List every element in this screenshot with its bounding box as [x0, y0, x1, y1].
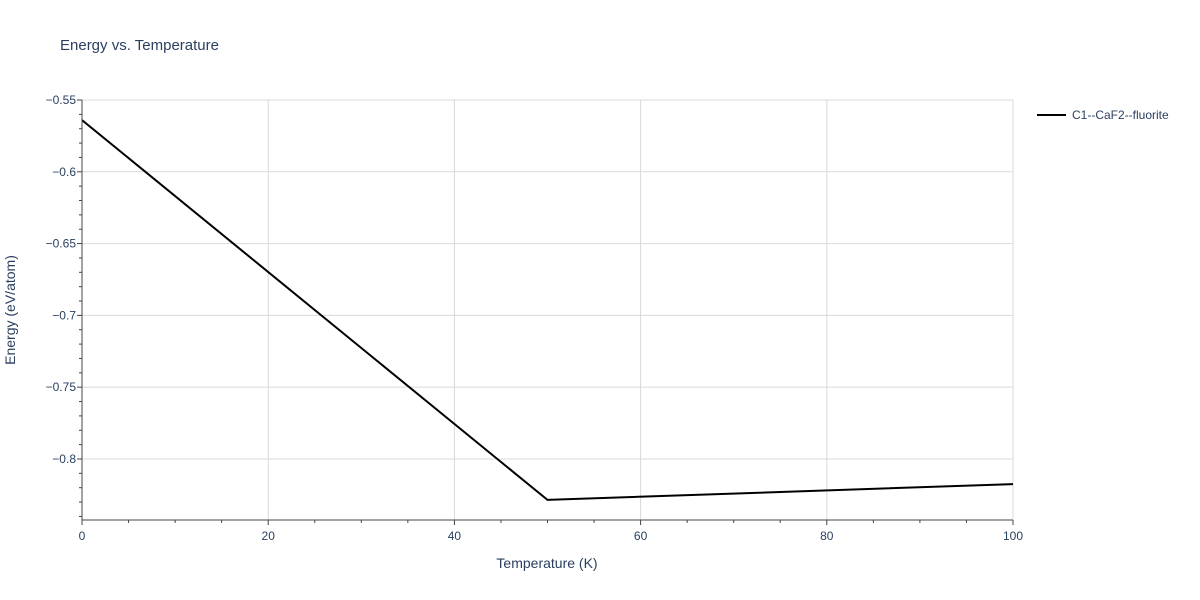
- axes: [77, 99, 1014, 525]
- y-tick-label: −0.8: [52, 452, 76, 466]
- chart-title: Energy vs. Temperature: [60, 37, 219, 54]
- y-tick-label: −0.65: [46, 237, 77, 251]
- y-tick-label: −0.55: [46, 93, 77, 107]
- x-tick-label: 100: [1003, 529, 1023, 543]
- legend-label[interactable]: C1--CaF2--fluorite: [1072, 108, 1169, 122]
- series-layer: [81, 119, 1014, 501]
- legend[interactable]: C1--CaF2--fluorite: [1037, 108, 1169, 122]
- series-line[interactable]: [81, 119, 1014, 501]
- x-tick-label: 0: [79, 529, 86, 543]
- y-tick-label: −0.75: [46, 380, 77, 394]
- x-axis-title: Temperature (K): [496, 555, 597, 571]
- x-tick-label: 60: [634, 529, 648, 543]
- y-tick-label: −0.6: [52, 165, 76, 179]
- x-tick-label: 20: [262, 529, 276, 543]
- x-tick-label: 40: [448, 529, 462, 543]
- y-tick-label: −0.7: [52, 308, 76, 322]
- y-axis-title: Energy (eV/atom): [2, 255, 18, 365]
- x-tick-label: 80: [820, 529, 834, 543]
- tick-labels: 0 20 40 60 80 100 −0.55 −0.6 −0.65 −0.7 −0.75 −0.8: [46, 93, 1024, 543]
- grid-lines: [82, 99, 1014, 520]
